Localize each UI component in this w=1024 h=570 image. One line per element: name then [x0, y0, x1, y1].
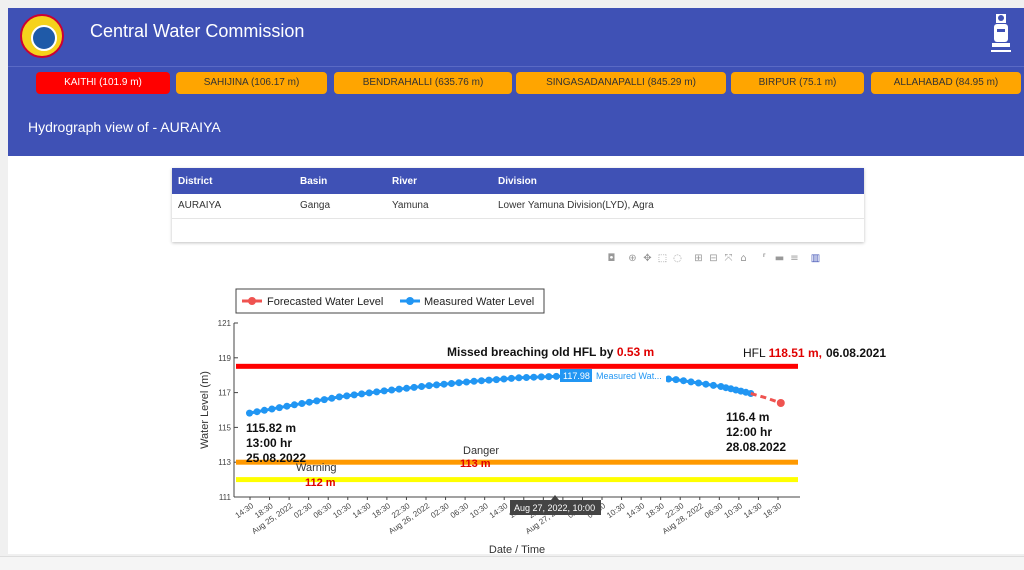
cell-district: AURAIYA: [172, 194, 294, 219]
column-header-division: Division: [492, 168, 864, 194]
cwc-logo-icon: [20, 14, 64, 58]
app-header: Central Water Commission: [8, 8, 1024, 66]
spike-lines-icon[interactable]: ⸢: [762, 253, 767, 264]
column-header-river: River: [386, 168, 492, 194]
hover-closest-icon[interactable]: ▬: [774, 253, 785, 264]
station-button-kaithi[interactable]: KAITHI (101.9 m): [36, 72, 170, 94]
station-info-table: District Basin River Division AURAIYA Ga…: [172, 168, 864, 219]
lasso-icon[interactable]: ◌: [673, 253, 682, 264]
app-title: Central Water Commission: [90, 21, 305, 41]
station-button-allahabad[interactable]: ALLAHABAD (84.95 m): [871, 72, 1021, 94]
hydrograph-chart-container: [180, 246, 856, 554]
zoom-out-icon[interactable]: ⊟: [709, 253, 718, 264]
table-row: AURAIYA Ganga Yamuna Lower Yamuna Divisi…: [172, 194, 864, 219]
cell-river: Yamuna: [386, 194, 492, 219]
box-select-icon[interactable]: ⬚: [657, 253, 668, 264]
autoscale-icon[interactable]: ⤧: [724, 253, 733, 264]
cell-division: Lower Yamuna Division(LYD), Agra: [492, 194, 864, 219]
column-header-basin: Basin: [294, 168, 386, 194]
zoom-icon[interactable]: ⊕: [628, 253, 637, 264]
table-header-row: District Basin River Division: [172, 168, 864, 194]
sub-header: Hydrograph view of - AURAIYA: [8, 100, 1024, 156]
national-emblem-icon: [991, 14, 1011, 52]
station-button-bendrahalli[interactable]: BENDRAHALLI (635.76 m): [334, 72, 512, 94]
station-info-card: District Basin River Division AURAIYA Ga…: [172, 168, 864, 242]
chart-modebar: ◘ ⊕ ✥ ⬚ ◌ ⊞ ⊟ ⤧ ⌂ ⸢ ▬ ≡ ▥: [606, 253, 821, 265]
column-header-district: District: [172, 168, 294, 194]
plotly-logo-icon[interactable]: ▥: [810, 253, 821, 264]
station-tabs: KAITHI (101.9 m) SAHIJINA (106.17 m) BEN…: [8, 66, 1024, 100]
camera-icon[interactable]: ◘: [607, 253, 616, 264]
station-button-sahijina[interactable]: SAHIJINA (106.17 m): [176, 72, 327, 94]
station-button-birpur[interactable]: BIRPUR (75.1 m): [731, 72, 864, 94]
page-footer-strip: [0, 556, 1024, 570]
home-icon[interactable]: ⌂: [740, 253, 747, 264]
zoom-in-icon[interactable]: ⊞: [694, 253, 703, 264]
page-title: Hydrograph view of - AURAIYA: [28, 119, 221, 135]
pan-icon[interactable]: ✥: [643, 253, 652, 264]
station-button-singasadanapalli[interactable]: SINGASADANAPALLI (845.29 m): [516, 72, 726, 94]
hover-compare-icon[interactable]: ≡: [790, 253, 799, 264]
cell-basin: Ganga: [294, 194, 386, 219]
